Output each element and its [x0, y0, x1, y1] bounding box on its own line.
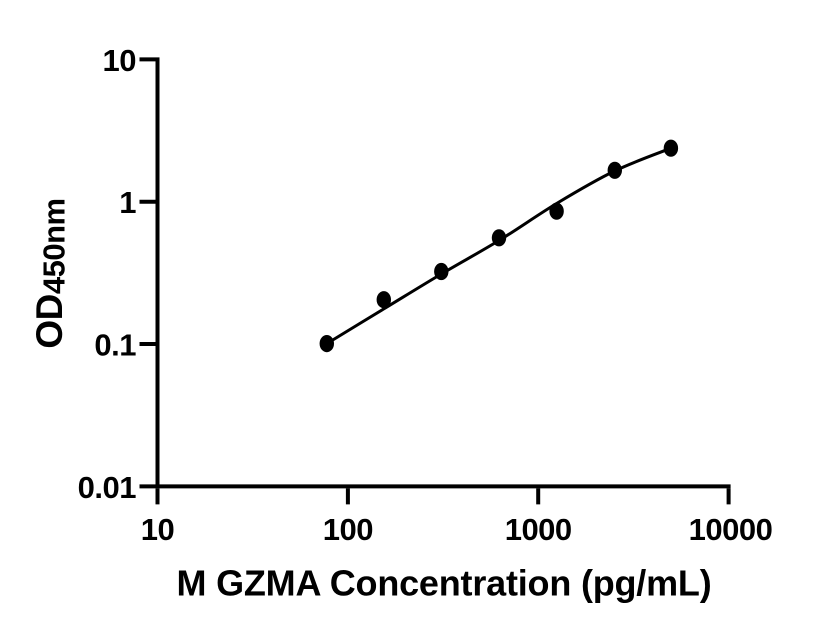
svg-text:1000: 1000 — [505, 512, 572, 547]
svg-text:10: 10 — [141, 512, 174, 547]
svg-text:1: 1 — [119, 185, 136, 220]
svg-text:0.01: 0.01 — [78, 470, 137, 505]
svg-text:100: 100 — [323, 512, 373, 547]
svg-text:10: 10 — [103, 43, 136, 78]
svg-text:0.1: 0.1 — [94, 328, 136, 363]
svg-text:10000: 10000 — [689, 512, 773, 547]
svg-text:M GZMA Concentration (pg/mL): M GZMA Concentration (pg/mL) — [177, 563, 712, 604]
svg-text:OD450nm: OD450nm — [29, 198, 72, 348]
